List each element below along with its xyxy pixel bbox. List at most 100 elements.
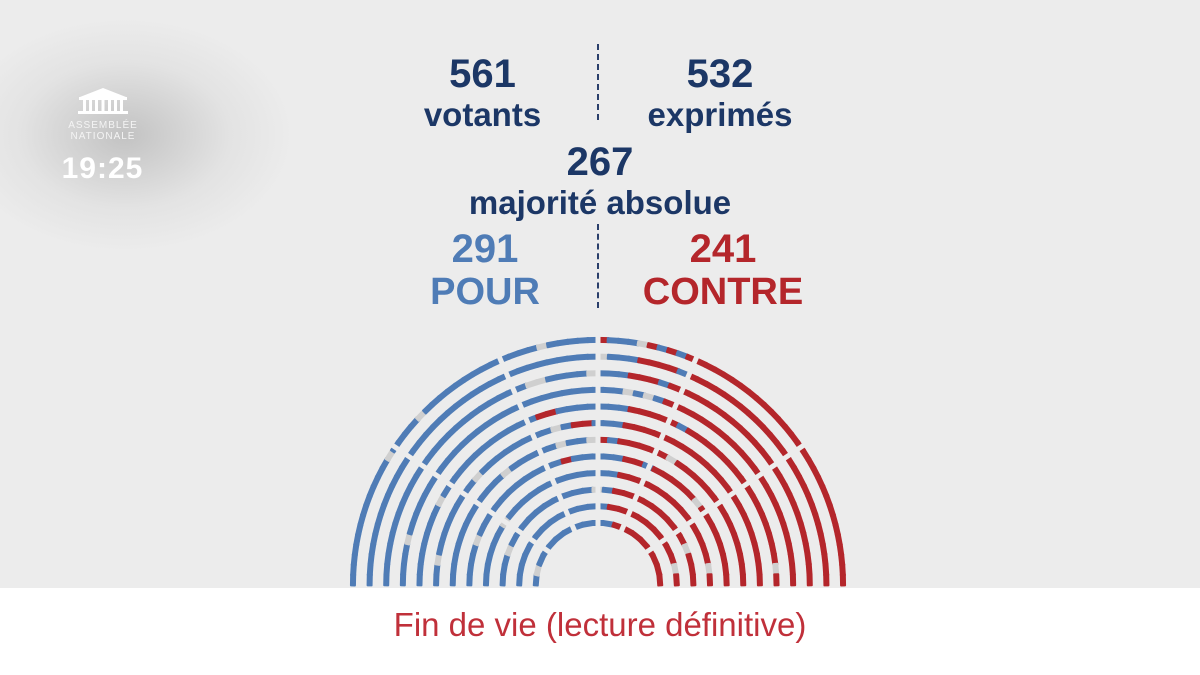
seat (544, 408, 559, 417)
seat (839, 563, 846, 577)
seat (581, 453, 595, 461)
exprimes-stat: 532 exprimés (625, 54, 815, 131)
seat (627, 372, 641, 381)
seat (400, 552, 409, 566)
seat (434, 552, 443, 566)
seat (723, 573, 730, 587)
footer-bar: Fin de vie (lecture définitive) (0, 588, 1200, 675)
seat (653, 562, 663, 577)
seat (601, 486, 615, 494)
seat (656, 573, 664, 587)
seat (555, 355, 570, 364)
seat (673, 573, 680, 587)
seat (785, 542, 794, 556)
seat (611, 454, 626, 462)
seat (836, 542, 845, 557)
seat (560, 455, 575, 465)
seat (539, 392, 554, 402)
seat (534, 376, 549, 386)
seat (532, 573, 540, 587)
seat (689, 573, 697, 587)
seat (549, 390, 564, 399)
seat (739, 573, 747, 587)
seat (349, 573, 357, 587)
seat (601, 386, 615, 394)
seat (797, 521, 807, 536)
seat (433, 573, 440, 587)
contre-stat: 241 CONTRE (628, 229, 818, 311)
majorite-stat: 267 majorité absolue (430, 142, 770, 219)
seat (560, 422, 574, 431)
seat (581, 386, 595, 394)
top-divider (597, 44, 599, 120)
broadcast-clock: 19:25 (61, 152, 144, 185)
seat (685, 552, 695, 567)
logo-line-1: ASSEMBLÉE (68, 120, 138, 131)
seat (705, 562, 713, 577)
seat (575, 503, 590, 512)
seat (805, 562, 813, 577)
seat (581, 486, 595, 494)
seat (555, 338, 570, 347)
pour-value: 291 (451, 227, 519, 271)
seat (766, 531, 775, 546)
seat (770, 552, 779, 566)
seat (575, 437, 590, 445)
seat (419, 542, 428, 556)
seat (400, 562, 407, 577)
seat (565, 404, 579, 413)
seat (466, 573, 473, 587)
seat (601, 420, 615, 427)
seat (823, 573, 830, 587)
seat (671, 562, 680, 577)
seat (789, 562, 796, 577)
votants-value: 561 (449, 52, 516, 96)
exprimes-label: exprimés (647, 96, 793, 133)
seat (575, 370, 590, 378)
seat (817, 532, 826, 546)
seat (606, 437, 621, 445)
seat (606, 370, 621, 378)
majorite-value: 267 (566, 140, 634, 184)
seat (734, 542, 743, 556)
seat (545, 357, 559, 366)
aisle (639, 439, 811, 558)
seat (575, 470, 590, 478)
seat (632, 390, 647, 399)
seat (436, 542, 445, 556)
seat (612, 387, 626, 395)
seat (350, 563, 357, 577)
seat (804, 552, 812, 566)
seat (560, 388, 574, 397)
seat (606, 470, 621, 478)
seat (772, 562, 780, 577)
seat (366, 563, 374, 577)
seat (555, 440, 569, 449)
seat (384, 552, 392, 566)
seat (800, 531, 809, 546)
votants-label: votants (423, 96, 542, 133)
seat (570, 487, 585, 497)
seat (449, 573, 457, 587)
votants-stat: 561 votants (400, 54, 565, 131)
seat (617, 404, 631, 413)
vote-title: Fin de vie (lecture définitive) (393, 605, 807, 643)
seat (367, 552, 375, 567)
majorite-label: majorité absolue (468, 184, 732, 221)
aisle (494, 349, 580, 539)
seat (617, 371, 631, 379)
seat (366, 573, 373, 587)
seat (576, 353, 590, 361)
seat (719, 552, 729, 567)
seat (483, 562, 491, 577)
seat (819, 542, 828, 557)
seat (500, 562, 508, 577)
seat (399, 573, 407, 587)
seat (706, 573, 714, 587)
seat (575, 403, 590, 411)
seat (753, 552, 762, 566)
seat (516, 573, 523, 587)
seat (566, 337, 580, 345)
seat (451, 552, 460, 566)
seat (402, 542, 411, 556)
